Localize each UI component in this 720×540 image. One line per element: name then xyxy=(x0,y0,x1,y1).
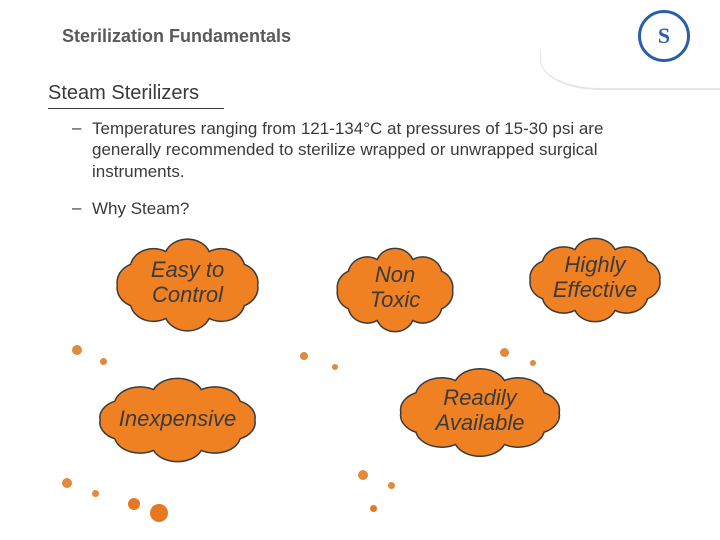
thought-cloud: Easy toControl xyxy=(90,230,285,340)
thought-cloud: NonToxic xyxy=(315,240,475,340)
decorative-dot xyxy=(300,352,308,360)
decorative-dot xyxy=(100,358,107,365)
thought-cloud: Inexpensive xyxy=(70,370,285,470)
header-curve xyxy=(540,50,720,90)
brand-logo-letter: S xyxy=(658,23,670,49)
brand-logo: S xyxy=(638,10,690,62)
cloud-label: Easy toControl xyxy=(151,257,224,308)
cloud-label: Inexpensive xyxy=(119,406,236,431)
decorative-dot xyxy=(530,360,536,366)
bullet-dash: – xyxy=(72,198,81,218)
decorative-dot xyxy=(72,345,82,355)
decorative-dot xyxy=(150,504,168,522)
thought-cloud: ReadilyAvailable xyxy=(370,360,590,465)
bullet-text: Temperatures ranging from 121-134°C at p… xyxy=(92,118,652,182)
decorative-dot xyxy=(332,364,338,370)
decorative-dot xyxy=(92,490,99,497)
subtitle-underline xyxy=(48,108,224,109)
cloud-label: NonToxic xyxy=(370,262,421,313)
bullet-dash: – xyxy=(72,118,81,138)
decorative-dot xyxy=(500,348,509,357)
slide-title: Sterilization Fundamentals xyxy=(62,26,291,47)
decorative-dot xyxy=(358,470,368,480)
cloud-label: HighlyEffective xyxy=(553,252,637,303)
decorative-dot xyxy=(370,505,377,512)
decorative-dot xyxy=(62,478,72,488)
decorative-dot xyxy=(128,498,140,510)
cloud-label: ReadilyAvailable xyxy=(436,385,525,436)
decorative-dot xyxy=(388,482,395,489)
slide-subtitle: Steam Sterilizers xyxy=(48,82,199,105)
bullet-text: Why Steam? xyxy=(92,198,652,219)
thought-cloud: HighlyEffective xyxy=(505,230,685,330)
